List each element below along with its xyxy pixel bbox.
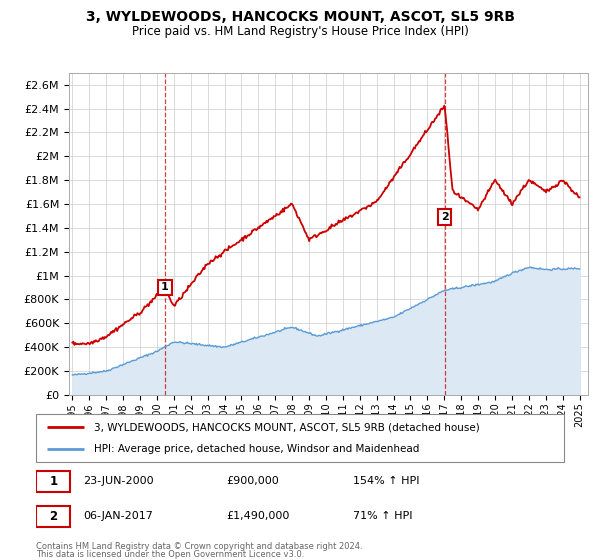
Text: 2: 2 [441,212,449,222]
Text: £1,490,000: £1,490,000 [226,511,289,521]
Text: 71% ↑ HPI: 71% ↑ HPI [353,511,412,521]
Text: 2: 2 [49,510,58,522]
Text: 06-JAN-2017: 06-JAN-2017 [83,511,154,521]
Text: 3, WYLDEWOODS, HANCOCKS MOUNT, ASCOT, SL5 9RB: 3, WYLDEWOODS, HANCOCKS MOUNT, ASCOT, SL… [86,10,515,24]
Bar [36,506,70,527]
Text: 1: 1 [161,282,169,292]
Text: 23-JUN-2000: 23-JUN-2000 [83,477,154,487]
Bar [36,471,70,492]
Text: £900,000: £900,000 [226,477,279,487]
Text: Price paid vs. HM Land Registry's House Price Index (HPI): Price paid vs. HM Land Registry's House … [131,25,469,38]
Text: 3, WYLDEWOODS, HANCOCKS MOUNT, ASCOT, SL5 9RB (detached house): 3, WYLDEWOODS, HANCOCKS MOUNT, ASCOT, SL… [94,422,480,432]
Text: This data is licensed under the Open Government Licence v3.0.: This data is licensed under the Open Gov… [36,550,304,559]
Text: Contains HM Land Registry data © Crown copyright and database right 2024.: Contains HM Land Registry data © Crown c… [36,542,362,550]
Text: 1: 1 [49,475,58,488]
Text: HPI: Average price, detached house, Windsor and Maidenhead: HPI: Average price, detached house, Wind… [94,444,419,454]
Text: 154% ↑ HPI: 154% ↑ HPI [353,477,419,487]
